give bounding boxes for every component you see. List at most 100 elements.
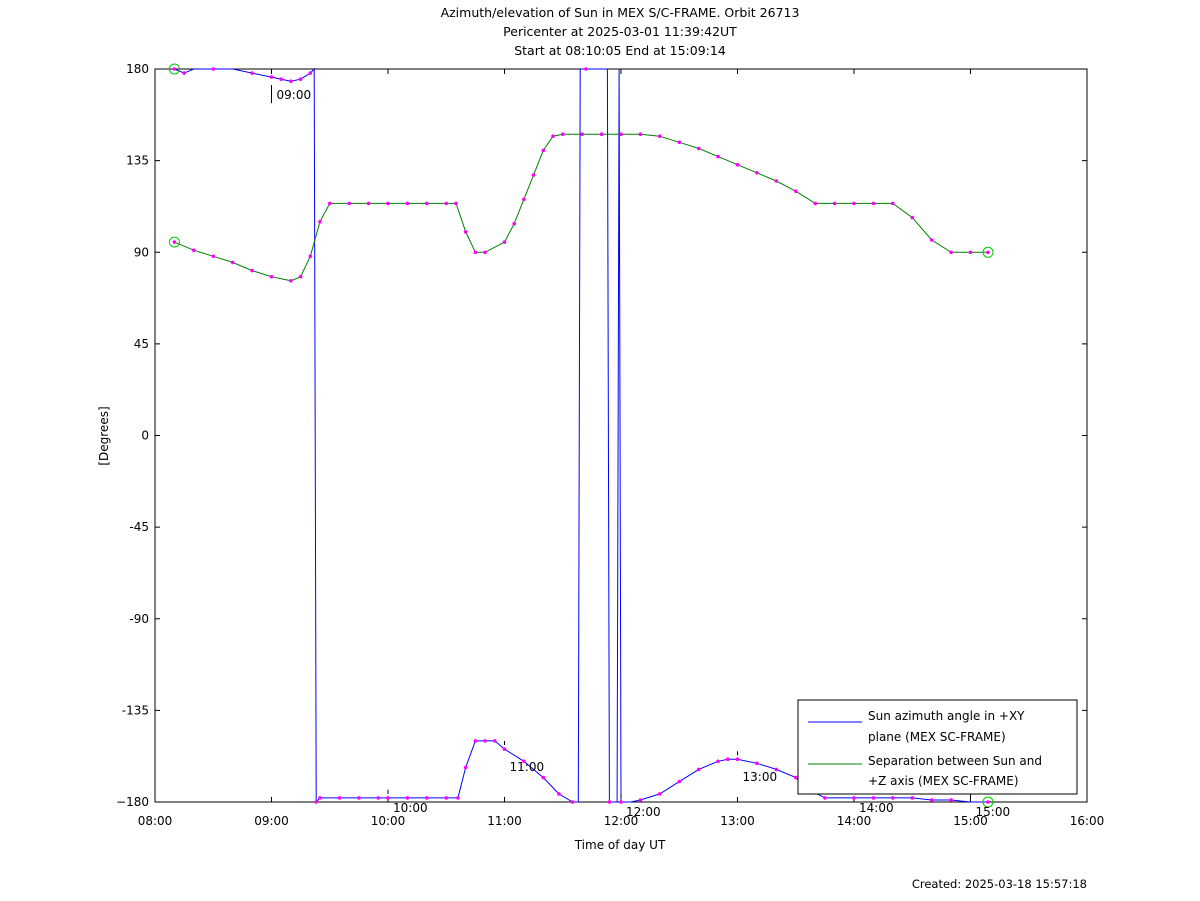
data-point-azimuth [910,796,915,800]
data-point-azimuth [502,747,507,751]
data-point-azimuth [658,792,662,796]
data-point-separation [230,260,235,265]
data-point-azimuth [607,800,612,804]
data-point-separation [522,197,526,202]
time-marker-label: 09:00 [277,88,312,102]
data-point-azimuth [463,765,468,770]
y-axis-label: [Degrees] [97,406,111,465]
data-point-azimuth [386,796,390,800]
y-tick-label: −180 [116,795,149,809]
data-point-separation [328,201,332,206]
data-point-separation [735,162,740,167]
data-point-separation [755,171,759,175]
series-line-azimuth [174,67,988,804]
time-marker-label: 12:00 [626,805,661,819]
data-point-azimuth [337,796,342,800]
data-point-separation [929,238,934,242]
data-point-separation [794,189,798,193]
data-point-separation [968,250,973,255]
data-point-azimuth [269,75,274,79]
data-point-separation [425,201,429,206]
y-tick-label: 45 [134,337,149,351]
y-tick-label: 180 [126,62,149,76]
time-markers: 09:00 10:00 11:00 12:00 13:00 14:00 15:00 [271,85,1010,819]
endpoint-circle-separation [168,236,180,248]
data-point-azimuth [357,796,361,800]
data-point-azimuth [250,71,254,75]
data-point-separation [658,134,662,138]
data-point-azimuth [493,739,497,743]
data-point-azimuth [314,800,319,804]
data-point-azimuth [211,67,216,71]
data-point-separation [561,132,565,136]
data-point-separation [638,132,643,136]
data-point-azimuth [949,798,953,802]
data-point-azimuth [823,796,827,800]
data-point-separation [599,132,604,136]
data-point-azimuth [871,796,876,800]
y-tick-label: -90 [129,612,149,626]
data-point-separation [483,250,487,255]
data-point-azimuth [696,767,701,772]
y-tick-label: 90 [134,245,149,259]
data-point-separation [298,274,303,279]
x-tick-label: 13:00 [720,814,755,828]
data-point-azimuth [541,775,546,780]
data-point-separation [269,274,274,279]
x-tick-label: 14:00 [837,814,872,828]
x-tick-label: 08:00 [138,814,173,828]
data-point-azimuth [584,67,588,71]
time-marker-label: 13:00 [743,770,778,784]
data-point-azimuth [308,71,313,75]
y-tick-label: -45 [129,520,149,534]
endpoint-circle-separation [982,246,994,258]
y-tick-label: -135 [122,703,149,717]
data-point-azimuth [473,739,478,743]
data-point-separation [463,230,468,234]
data-point-azimuth [570,800,575,804]
data-point-separation [871,201,876,206]
data-point-azimuth [483,739,487,743]
data-point-separation [619,132,623,136]
data-point-separation [832,201,837,206]
legend: Sun azimuth angle in +XY plane (MEX SC-F… [797,699,1078,795]
data-point-separation [473,250,478,255]
x-axis-label: Time of day UT [574,838,666,852]
legend-label-azimuth-1: Sun azimuth angle in +XY [868,709,1025,723]
data-point-separation [986,250,990,255]
time-marker-label: 10:00 [393,801,428,815]
endpoint-circle-azimuth [168,63,180,75]
x-tick-label: 11:00 [487,814,522,828]
data-point-azimuth [619,800,623,804]
data-point-azimuth [522,759,526,764]
x-tick-label: 15:00 [953,814,988,828]
legend-label-separation-1: Separation between Sun and [868,754,1042,768]
data-point-azimuth [425,796,429,800]
data-point-separation [347,201,352,206]
data-point-separation [551,134,555,138]
data-point-separation [774,179,779,183]
legend-label-separation-2: +Z axis (MEX SC-FRAME) [868,774,1019,788]
plot-series [168,63,994,808]
data-point-azimuth [318,796,322,800]
data-point-separation [308,254,313,259]
data-point-azimuth [289,79,293,83]
x-tick-label: 09:00 [254,814,289,828]
data-point-separation [172,240,177,244]
x-tick-label: 12:00 [604,814,639,828]
time-marker-label: 11:00 [510,760,545,774]
series-line-separation [174,133,988,282]
data-point-azimuth [172,67,177,71]
data-point-separation [910,215,915,220]
data-point-separation [502,240,507,244]
data-point-separation [512,221,516,226]
chart-title: Azimuth/elevation of Sun in MEX S/C-FRAM… [441,5,800,58]
data-point-separation [813,201,817,206]
data-point-azimuth [716,759,720,764]
y-tick-label: 0 [141,429,149,443]
data-point-separation [541,148,546,153]
data-point-azimuth [794,775,798,780]
data-point-separation [580,132,584,136]
data-point-azimuth [456,796,460,800]
